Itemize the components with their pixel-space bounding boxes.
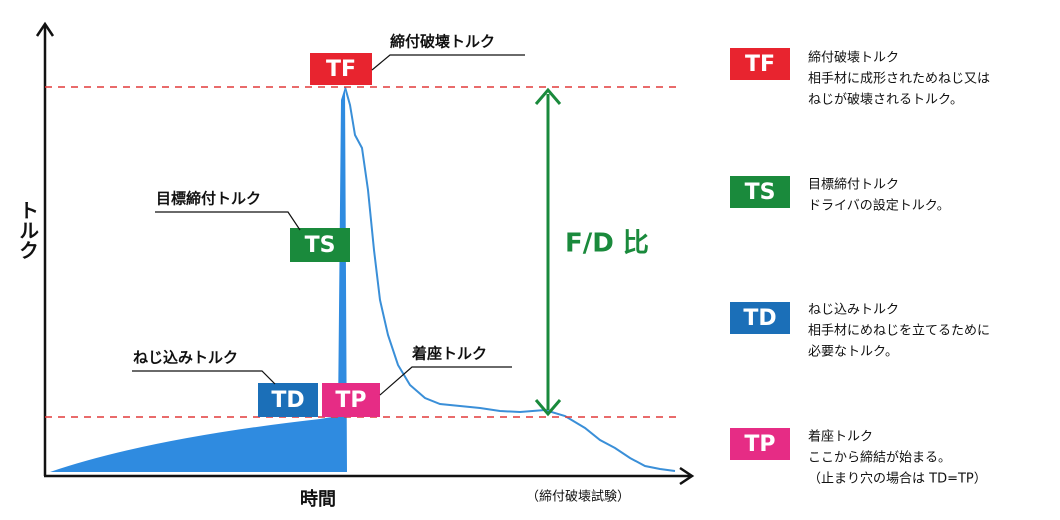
x-note: （締付破壊試験） [526,489,630,505]
y-arrow [35,21,55,37]
legend-text: 着座トルク [808,429,873,445]
callout-label: 目標締付トルク [156,190,261,208]
legend-text: 必要なトルク。 [808,345,898,360]
badge-text: TS [305,233,336,258]
x-arrow [679,466,695,486]
legend-badge [730,176,790,208]
y-label: トルク [16,200,40,260]
ratio-label: F/D 比 [565,229,649,259]
badge-text: TP [335,388,366,413]
legend-text: （止まり穴の場合は TD=TP） [808,472,987,487]
leader [155,211,301,231]
callout-label: 着座トルク [411,345,487,363]
legend-text: 相手材に成形されためねじ又は [808,72,990,87]
legend-text: 目標締付トルク [808,177,899,193]
badge-text: TS [745,180,776,205]
legend-badge [730,302,790,334]
callout-label: ねじ込みトルク [133,349,238,367]
legend-text: ねじが破壊されるトルク。 [808,93,963,108]
badge-text: TP [744,432,775,457]
leader [132,370,276,385]
torque-fill [50,87,347,472]
legend-text: 締付破壊トルク [808,50,899,66]
badge-text: TD [271,388,304,413]
leader [379,366,512,396]
badge [310,53,372,85]
badge [290,228,350,262]
badge-text: TF [745,52,775,77]
ratio-arrow-head [534,87,562,417]
x-label: 時間 [300,489,336,510]
legend-text: ドライバの設定トルク。 [808,198,950,214]
legend-text: 相手材にめねじを立てるために [808,324,990,339]
legend-badge [730,48,790,80]
legend-badge [730,428,790,460]
callout-label: 締付破壊トルク [390,33,495,51]
badge-text: TF [326,57,356,82]
badge [258,383,318,417]
legend-text: ここから締結が始まる。 [808,450,951,466]
leader [371,54,525,71]
badge-text: TD [743,306,776,331]
torque-curve [344,86,676,472]
legend-text: ねじ込みトルク [808,303,899,318]
badge [322,383,380,417]
